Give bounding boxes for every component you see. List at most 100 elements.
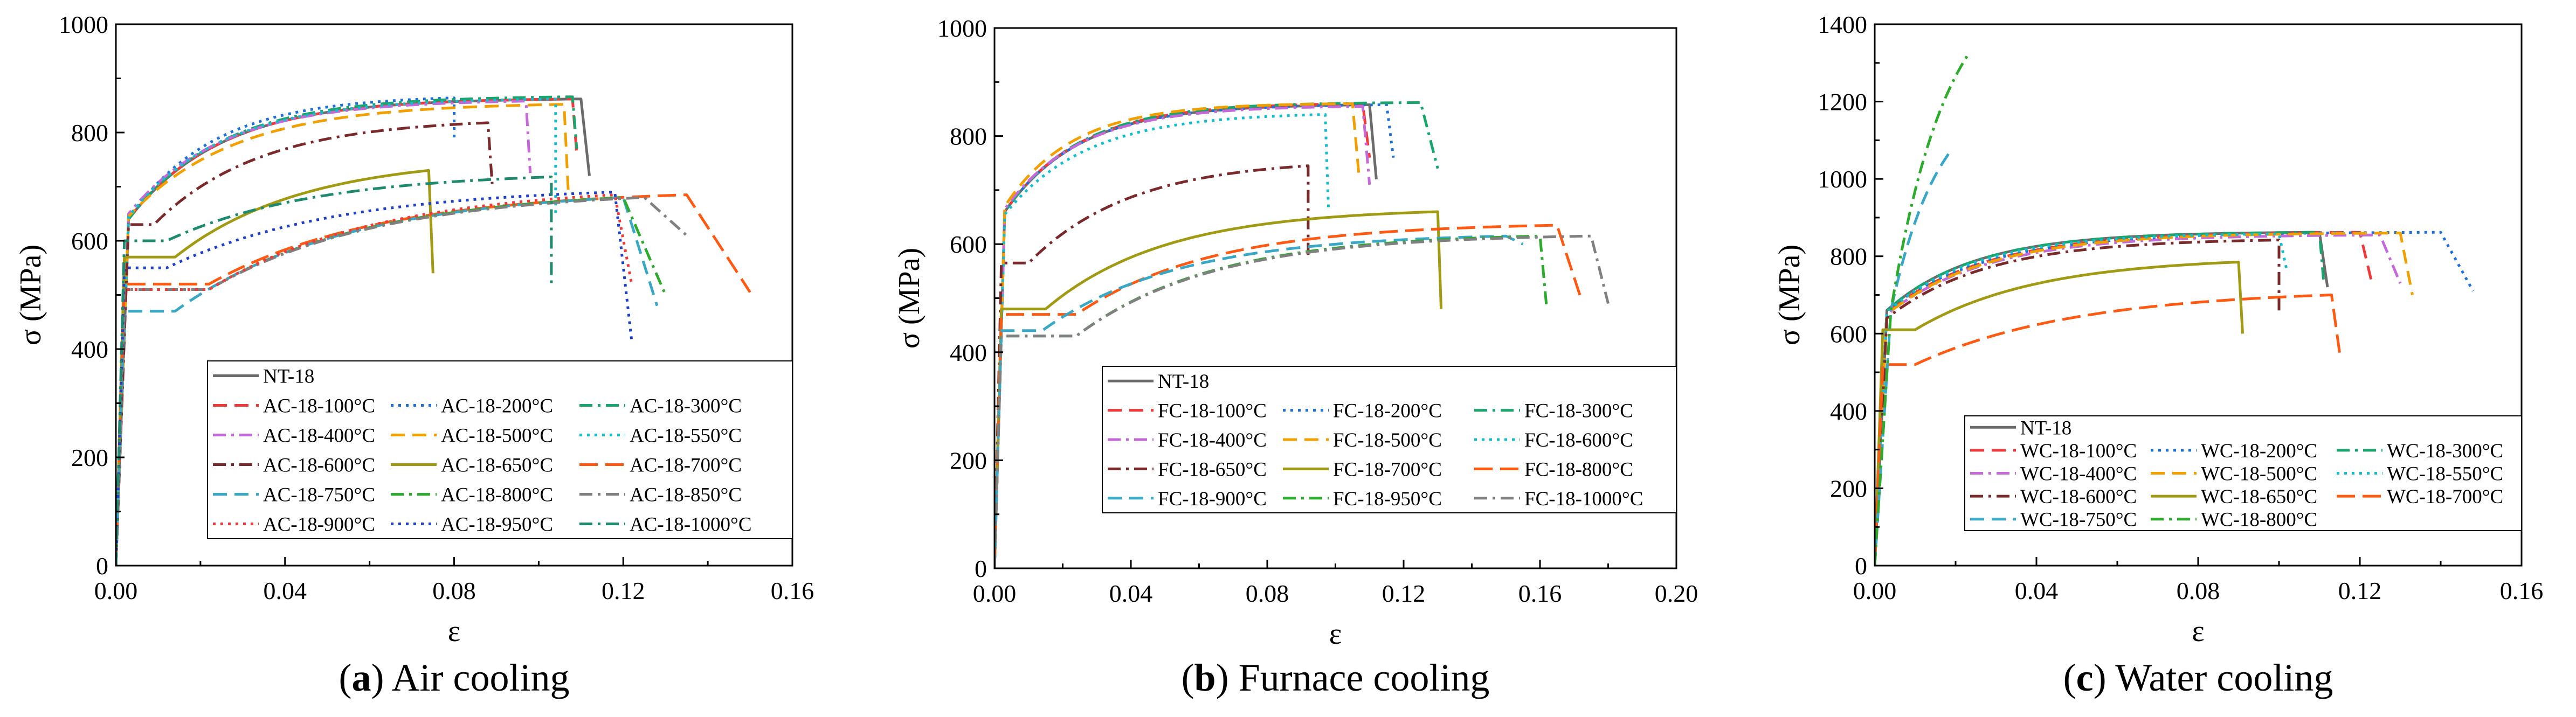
series-line-AC-18-850°C xyxy=(116,196,688,566)
y-axis-label: σ (MPa) xyxy=(14,245,47,345)
legend-label: AC-18-750°C xyxy=(263,484,375,506)
series-line-WC-18-500°C xyxy=(1875,232,2414,566)
legend-box xyxy=(1964,415,2522,531)
legend-label: FC-18-300°C xyxy=(1524,400,1633,422)
legend-label: FC-18-950°C xyxy=(1333,488,1442,510)
y-axis-label: σ (MPa) xyxy=(1773,245,1806,345)
series-lines xyxy=(995,101,1610,568)
panel-caption: (c) Water cooling xyxy=(2063,656,2333,699)
legend-label: AC-18-800°C xyxy=(441,484,553,506)
x-tick-label: 0.04 xyxy=(2015,577,2059,604)
series-line-AC-18-650°C xyxy=(116,169,434,566)
legend-label: AC-18-200°C xyxy=(441,395,553,417)
series-line-FC-18-1000°C xyxy=(995,234,1610,568)
x-tick-label: 0.16 xyxy=(771,577,814,604)
legend-label: WC-18-400°C xyxy=(2020,463,2137,485)
series-line-WC-18-550°C xyxy=(1875,232,2289,566)
x-tick-label: 0.20 xyxy=(1655,580,1698,607)
legend-label: WC-18-100°C xyxy=(2020,440,2137,462)
series-line-WC-18-650°C xyxy=(1875,261,2244,566)
legend-label: AC-18-900°C xyxy=(263,514,375,536)
legend-label: FC-18-700°C xyxy=(1333,458,1442,481)
x-axis-label: ε xyxy=(1329,617,1342,651)
legend-label: FC-18-900°C xyxy=(1158,488,1267,510)
x-tick-label: 0.08 xyxy=(2177,577,2220,604)
y-tick-label: 800 xyxy=(71,119,108,147)
legend-label: AC-18-700°C xyxy=(630,455,742,477)
legend: NT-18 FC-18-100°C FC-18-200°C FC-18-300°C FC… xyxy=(1102,366,1677,513)
legend-label: AC-18-400°C xyxy=(263,425,375,447)
panel-a: 0.00 0.04 0.08 0.12 0.16 0 200 400 600 800 1000 ε σ … xyxy=(14,11,814,699)
legend-box xyxy=(1102,366,1677,513)
legend-label: AC-18-600°C xyxy=(263,455,375,477)
legend-label: FC-18-800°C xyxy=(1524,458,1633,481)
series-line-FC-18-200°C xyxy=(995,103,1395,568)
caption-open: ( xyxy=(2063,656,2076,699)
y-tick-label: 0 xyxy=(96,552,108,580)
y-tick-label: 200 xyxy=(71,444,108,471)
series-line-AC-18-600°C xyxy=(116,121,494,566)
series-line-AC-18-400°C xyxy=(116,100,532,566)
legend-label: NT-18 xyxy=(1158,371,1209,393)
legend-label: AC-18-950°C xyxy=(441,514,553,536)
caption-text: ) Water cooling xyxy=(2094,656,2333,699)
y-tick-label: 0 xyxy=(975,555,987,582)
series-line-AC-18-550°C xyxy=(116,98,557,566)
panel-caption: (b) Furnace cooling xyxy=(1182,656,1490,699)
panel-b: 0.00 0.04 0.08 0.12 0.16 0.20 0 200 400 600 800 100… xyxy=(893,15,1698,699)
legend-label: AC-18-100°C xyxy=(263,395,375,417)
legend-label: FC-18-650°C xyxy=(1158,458,1267,481)
caption-open: ( xyxy=(1182,656,1194,699)
legend-label: AC-18-850°C xyxy=(630,484,742,506)
x-axis-label: ε xyxy=(2192,615,2205,648)
y-tick-label: 1400 xyxy=(1818,11,1867,38)
series-line-FC-18-300°C xyxy=(995,101,1439,568)
legend-label: WC-18-700°C xyxy=(2387,486,2503,508)
x-tick-label: 0.12 xyxy=(602,577,645,604)
legend-label: WC-18-300°C xyxy=(2387,440,2503,462)
x-tick-label: 0.00 xyxy=(1853,577,1897,604)
series-line-AC-18-900°C xyxy=(116,193,633,566)
legend-label: FC-18-500°C xyxy=(1333,429,1442,451)
x-tick-label: 0.16 xyxy=(2500,577,2544,604)
series-line-WC-18-800°C xyxy=(1875,54,1969,566)
legend-label: WC-18-550°C xyxy=(2387,463,2503,485)
legend-label: FC-18-200°C xyxy=(1333,400,1442,422)
series-line-AC-18-300°C xyxy=(116,95,578,566)
legend-label: FC-18-100°C xyxy=(1158,400,1267,422)
y-tick-label: 400 xyxy=(1830,398,1867,425)
x-axis-label: ε xyxy=(448,615,461,648)
series-lines xyxy=(1875,54,2475,566)
legend-label: WC-18-600°C xyxy=(2020,486,2137,508)
caption-letter: b xyxy=(1194,656,1216,699)
legend-label: WC-18-200°C xyxy=(2201,440,2317,462)
series-line-FC-18-400°C xyxy=(995,105,1371,568)
series-line-FC-18-650°C xyxy=(995,164,1310,568)
legend-label: AC-18-550°C xyxy=(630,425,742,447)
legend-label: AC-18-1000°C xyxy=(630,514,752,536)
y-tick-label: 600 xyxy=(950,231,987,258)
y-tick-label: 600 xyxy=(1830,320,1867,347)
series-line-AC-18-500°C xyxy=(116,103,570,566)
y-tick-label: 800 xyxy=(1830,243,1867,270)
series-line-WC-18-400°C xyxy=(1875,233,2402,566)
x-tick-label: 0.08 xyxy=(432,577,476,604)
legend-label: AC-18-300°C xyxy=(630,395,742,417)
x-tick-label: 0.12 xyxy=(2338,577,2382,604)
legend: NT-18 AC-18-100°C AC-18-200°C AC-18-300°C AC… xyxy=(207,360,793,539)
legend-label: NT-18 xyxy=(263,366,314,388)
series-line-AC-18-1000°C xyxy=(116,175,553,566)
y-tick-label: 1000 xyxy=(1818,165,1867,193)
panel-caption: (a) Air cooling xyxy=(339,656,570,699)
x-tick-label: 0.12 xyxy=(1382,580,1426,607)
x-tick-label: 0.00 xyxy=(973,580,1017,607)
x-tick-label: 0.08 xyxy=(1246,580,1289,607)
series-line-FC-18-700°C xyxy=(995,210,1443,568)
series-line-WC-18-750°C xyxy=(1875,149,1953,566)
y-tick-label: 800 xyxy=(950,123,987,150)
legend-label: NT-18 xyxy=(2020,417,2071,439)
x-tick-label: 0.16 xyxy=(1518,580,1562,607)
y-tick-label: 1000 xyxy=(59,11,108,38)
